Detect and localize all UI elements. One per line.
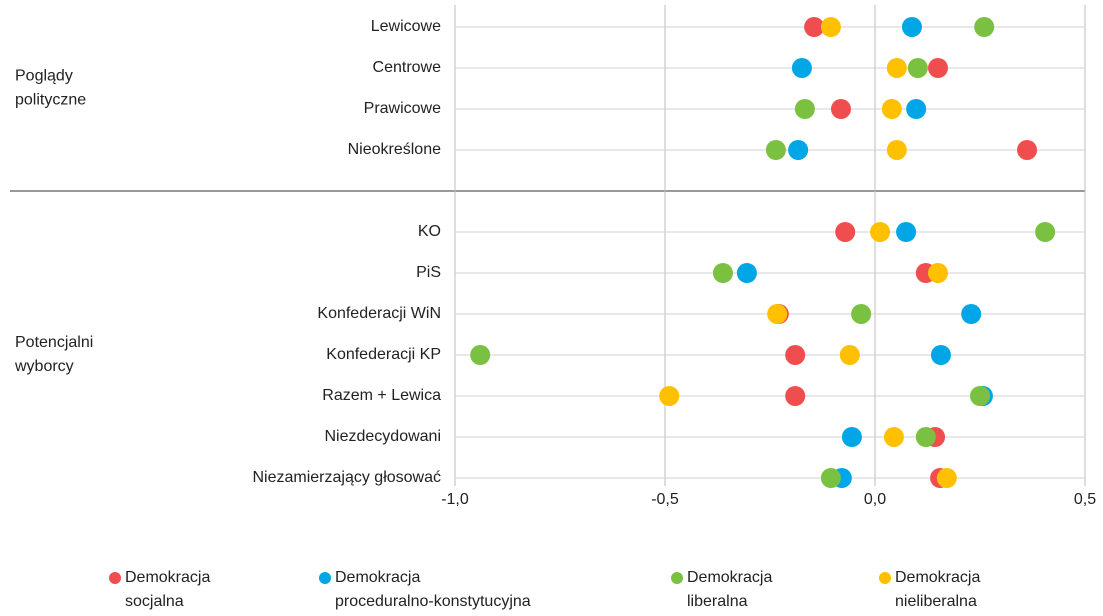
legend-label: Demokracja proceduralno-konstytucyjna bbox=[335, 569, 531, 610]
dot bbox=[767, 304, 788, 324]
dot bbox=[659, 386, 680, 406]
y-tick-label: Lewicowe bbox=[371, 18, 441, 35]
legend-marker bbox=[319, 572, 331, 584]
group-label-line: Poglądy bbox=[15, 68, 73, 85]
x-tick-label: -1,0 bbox=[441, 491, 469, 508]
legend-label-line: liberalna bbox=[687, 593, 748, 610]
legend-label-line: nieliberalna bbox=[895, 593, 977, 610]
dot bbox=[820, 468, 841, 488]
dot bbox=[791, 58, 812, 78]
dot bbox=[970, 386, 990, 406]
dot bbox=[712, 263, 733, 283]
dot bbox=[765, 140, 786, 160]
legend-label: Demokracja socjalna bbox=[125, 569, 210, 610]
dot bbox=[785, 345, 806, 365]
legend-marker bbox=[671, 572, 683, 584]
dot bbox=[820, 17, 841, 37]
dot bbox=[928, 263, 948, 283]
dot bbox=[907, 58, 928, 78]
x-tick-label: 0,5 bbox=[1074, 491, 1096, 508]
y-tick-label: Centrowe bbox=[373, 59, 442, 76]
dot bbox=[961, 304, 982, 324]
legend-marker bbox=[879, 572, 891, 584]
dot bbox=[785, 386, 806, 406]
dot bbox=[915, 427, 936, 447]
group-label-line: wyborcy bbox=[14, 358, 74, 375]
y-tick-label: Niezamierzający głosować bbox=[252, 469, 441, 486]
dot bbox=[883, 427, 904, 447]
dot bbox=[839, 345, 860, 365]
dot bbox=[974, 17, 995, 37]
dot bbox=[736, 263, 757, 283]
legend-marker bbox=[109, 572, 121, 584]
legend-label-line: Demokracja bbox=[335, 569, 420, 586]
dot bbox=[870, 222, 891, 242]
y-tick-label: Niezdecydowani bbox=[324, 428, 441, 445]
y-tick-label: KO bbox=[418, 223, 441, 240]
legend-label-line: socjalna bbox=[125, 593, 184, 610]
dot bbox=[906, 99, 927, 119]
x-tick-label: -0,5 bbox=[651, 491, 679, 508]
dot bbox=[1017, 140, 1038, 160]
dot bbox=[794, 99, 815, 119]
y-tick-label: Konfederacji KP bbox=[326, 346, 441, 363]
group-label: Poglądy polityczne bbox=[15, 68, 86, 109]
y-tick-label: PiS bbox=[416, 264, 441, 281]
dot bbox=[886, 58, 907, 78]
dot bbox=[1035, 222, 1056, 242]
dot bbox=[788, 140, 809, 160]
x-tick-label: 0,0 bbox=[864, 491, 886, 508]
group-label-line: Potencjalni bbox=[15, 334, 93, 351]
dot bbox=[851, 304, 872, 324]
group-label: Potencjalni wyborcy bbox=[14, 334, 93, 375]
dot bbox=[830, 99, 851, 119]
dot bbox=[928, 58, 948, 78]
dot bbox=[886, 140, 907, 160]
legend-label-line: Demokracja bbox=[895, 569, 980, 586]
y-tick-label: Nieokreślone bbox=[348, 141, 441, 158]
dot bbox=[841, 427, 862, 447]
legend-label: Demokracja liberalna bbox=[687, 569, 772, 610]
dot bbox=[901, 17, 922, 37]
dot bbox=[881, 99, 902, 119]
dot bbox=[936, 468, 957, 488]
dot bbox=[896, 222, 917, 242]
dot bbox=[804, 17, 825, 37]
dot bbox=[470, 345, 491, 365]
y-tick-label: Konfederacji WiN bbox=[317, 305, 441, 322]
dot bbox=[835, 222, 856, 242]
y-tick-label: Prawicowe bbox=[364, 100, 441, 117]
group-label-line: polityczne bbox=[15, 92, 86, 109]
dot bbox=[930, 345, 951, 365]
y-tick-label: Razem + Lewica bbox=[322, 387, 441, 404]
legend-label-line: Demokracja bbox=[687, 569, 772, 586]
legend-label-line: Demokracja bbox=[125, 569, 210, 586]
legend-label-line: proceduralno-konstytucyjna bbox=[335, 593, 531, 610]
legend-label: Demokracja nieliberalna bbox=[895, 569, 980, 610]
